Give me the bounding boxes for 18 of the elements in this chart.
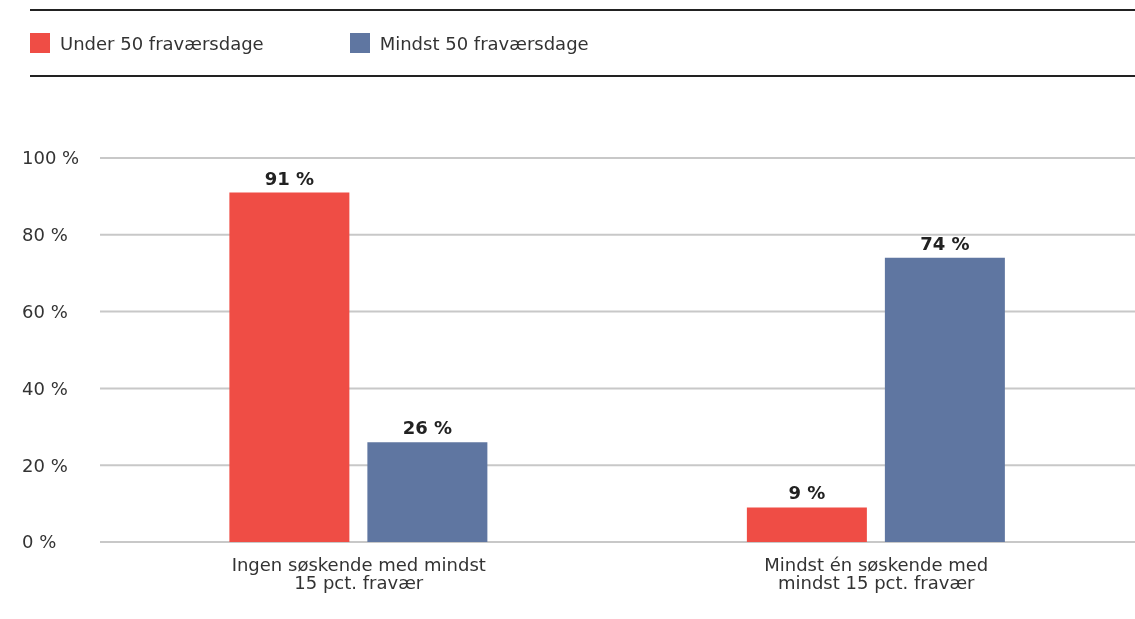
x-tick-label: Mindst én søskende med mindst 15 pct. fravær [764,553,989,593]
bar [229,192,350,542]
legend-label: Mindst 50 fraværsdage [379,32,589,54]
y-tick-label: 0 % [22,531,57,553]
y-tick-label: 20 % [22,454,68,476]
legend-label: Under 50 fraværsdage [60,32,264,54]
y-tick-label: 100 % [22,147,80,169]
data-label: 74 % [920,232,970,254]
bar [884,257,1005,542]
y-tick-label: 80 % [22,224,68,246]
bar [367,442,488,542]
x-tick-label: Ingen søskende med mindst 15 pct. fravær [231,553,486,593]
data-label: 26 % [402,417,453,439]
data-label: 91 % [264,167,315,189]
bar [746,507,867,542]
y-tick-label: 60 % [22,300,68,322]
y-tick-label: 40 % [22,377,68,399]
data-label: 9 % [788,482,826,504]
